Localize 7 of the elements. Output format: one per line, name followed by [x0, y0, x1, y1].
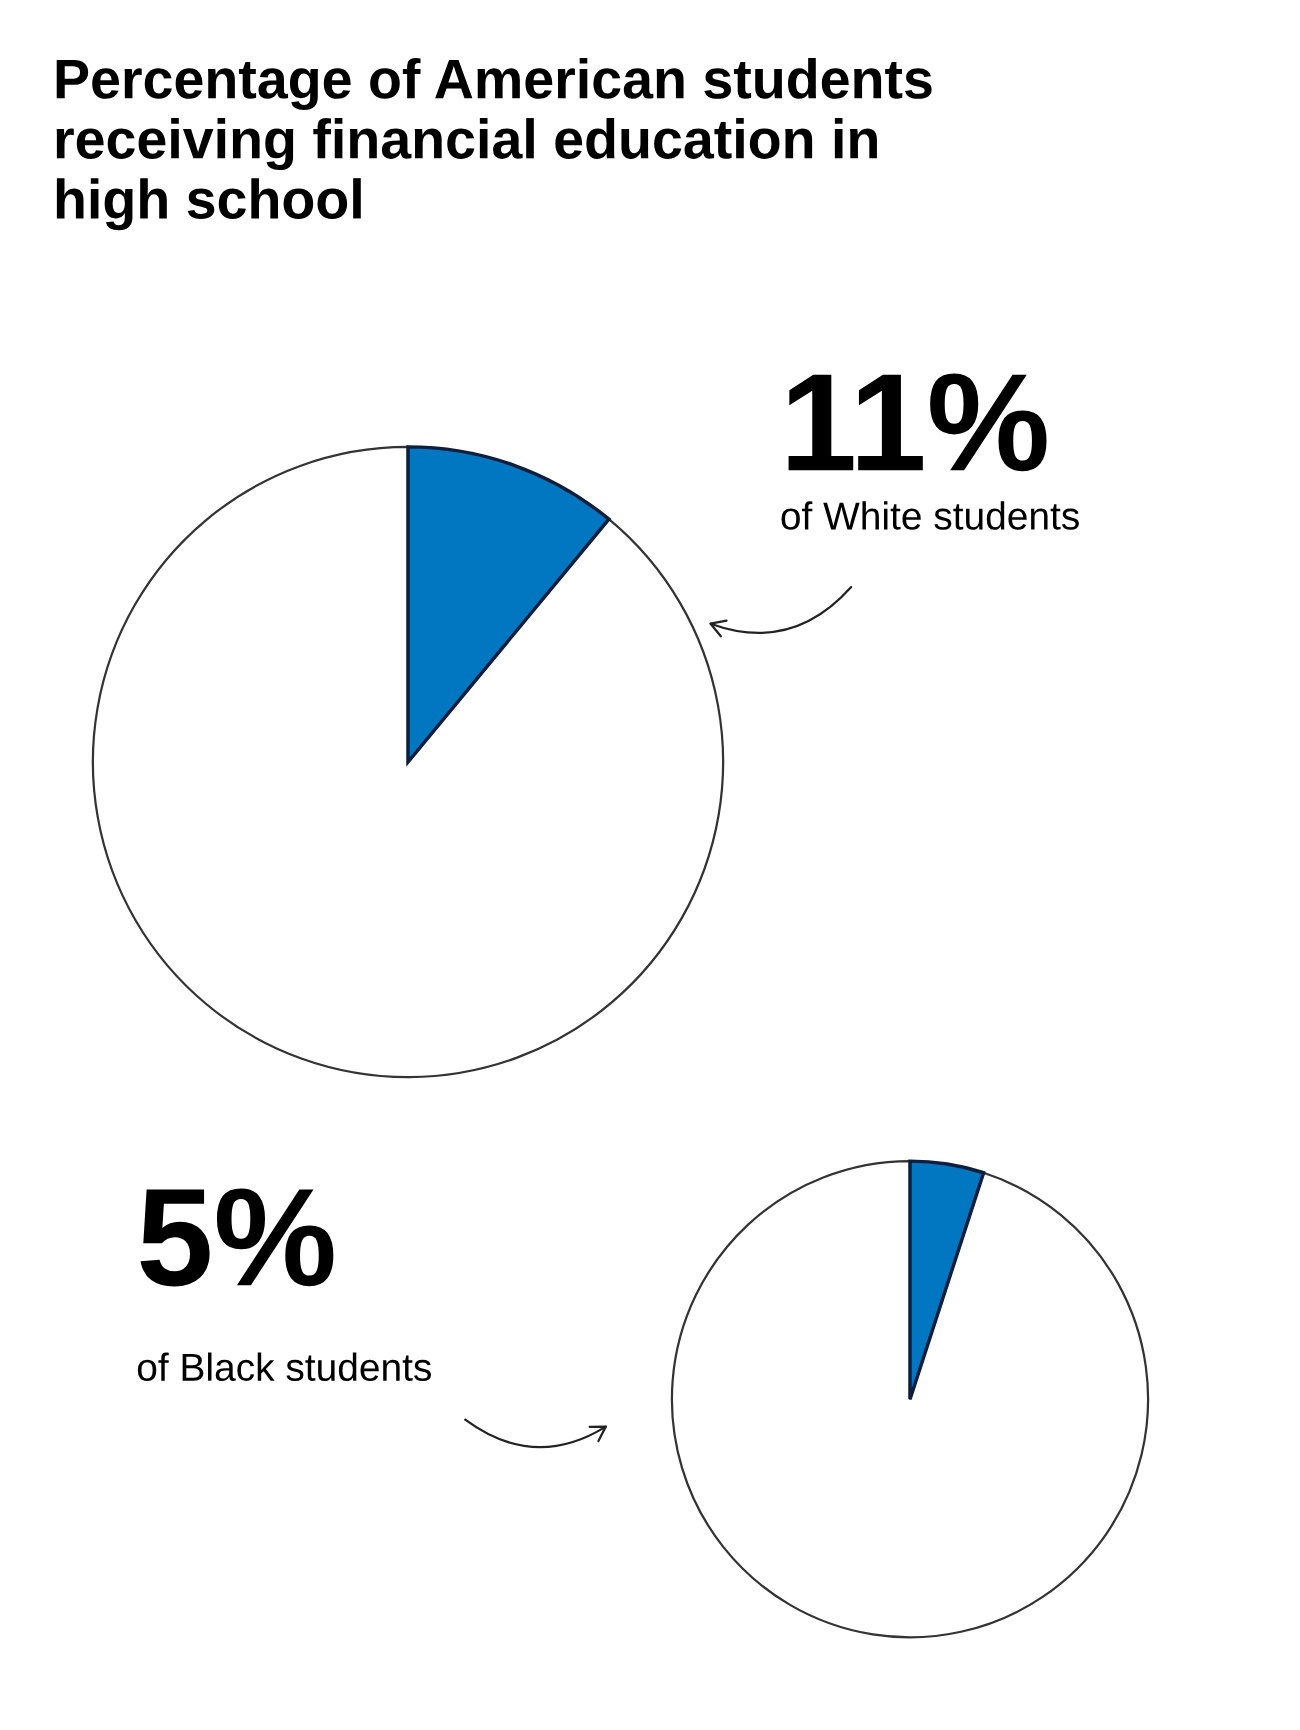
text: 11% — [788, 373, 1047, 472]
text: 5% — [140, 1188, 334, 1287]
pie-slice — [670, 1160, 1150, 1639]
pie-slice — [908, 1159, 986, 1401]
chart-title: Percentage of American students receiving financial education in high school — [56, 58, 932, 231]
text: of White students — [781, 501, 1079, 530]
text: of Black students — [137, 1352, 431, 1382]
